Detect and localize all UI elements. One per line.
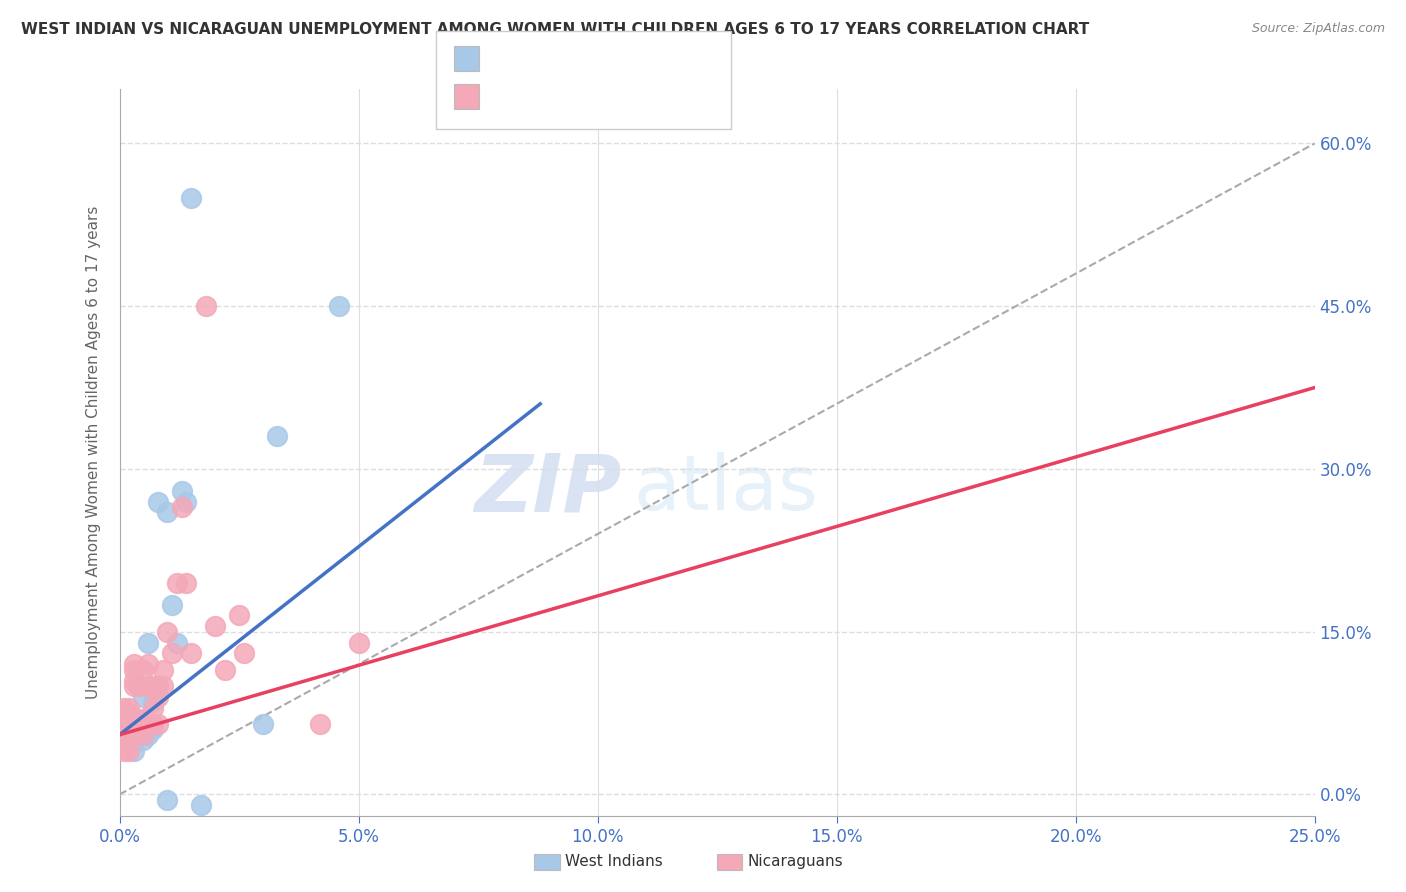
Point [232, 647, 254, 661]
Point [132, 717, 155, 731]
Point [142, 717, 165, 731]
Text: WEST INDIAN VS NICARAGUAN UNEMPLOYMENT AMONG WOMEN WITH CHILDREN AGES 6 TO 17 YE: WEST INDIAN VS NICARAGUAN UNEMPLOYMENT A… [21, 22, 1090, 37]
Point [347, 635, 370, 649]
Point [118, 728, 141, 742]
Point [118, 706, 141, 720]
Point [118, 700, 141, 714]
Point [309, 717, 332, 731]
Point [176, 494, 198, 508]
Point [132, 712, 155, 726]
Point [142, 723, 165, 737]
Point [118, 717, 141, 731]
Point [160, 598, 183, 612]
Point [328, 299, 350, 313]
Point [180, 191, 202, 205]
Point [122, 728, 145, 742]
Point [122, 673, 145, 688]
Point [194, 299, 217, 313]
Point [156, 505, 179, 519]
Point [136, 657, 159, 672]
Point [112, 723, 135, 737]
Point [156, 793, 179, 807]
Point [190, 798, 212, 813]
Point [146, 717, 169, 731]
Text: atlas: atlas [633, 452, 818, 526]
Point [160, 647, 183, 661]
Point [252, 717, 274, 731]
Text: R = 0.496   N = 31: R = 0.496 N = 31 [489, 52, 673, 70]
Point [132, 733, 155, 747]
Point [128, 723, 150, 737]
Point [122, 657, 145, 672]
Point [122, 712, 145, 726]
Point [146, 679, 169, 693]
Point [108, 706, 131, 720]
Text: Nicaraguans: Nicaraguans [748, 855, 844, 869]
Point [166, 575, 188, 590]
Point [108, 717, 131, 731]
Point [170, 483, 193, 498]
Point [132, 690, 155, 704]
Point [142, 695, 165, 709]
Point [112, 717, 135, 731]
Point [142, 700, 165, 714]
Point [112, 712, 135, 726]
Point [170, 500, 193, 514]
Point [132, 663, 155, 677]
Y-axis label: Unemployment Among Women with Children Ages 6 to 17 years: Unemployment Among Women with Children A… [86, 206, 101, 699]
Point [136, 728, 159, 742]
Point [152, 679, 174, 693]
Point [118, 744, 141, 758]
Point [136, 679, 159, 693]
Point [128, 728, 150, 742]
Point [176, 575, 198, 590]
Point [166, 635, 188, 649]
Point [122, 712, 145, 726]
Point [146, 494, 169, 508]
Point [136, 635, 159, 649]
Point [128, 712, 150, 726]
Point [122, 733, 145, 747]
Point [228, 608, 250, 623]
Point [266, 429, 288, 443]
Point [112, 723, 135, 737]
Point [142, 679, 165, 693]
Point [156, 624, 179, 639]
Point [214, 663, 236, 677]
Point [112, 744, 135, 758]
Point [180, 647, 202, 661]
Point [122, 679, 145, 693]
Text: R = 0.375   N = 48: R = 0.375 N = 48 [489, 89, 673, 107]
Point [204, 619, 226, 633]
Point [146, 690, 169, 704]
Point [112, 700, 135, 714]
Point [128, 717, 150, 731]
Point [128, 679, 150, 693]
Point [128, 723, 150, 737]
Text: Source: ZipAtlas.com: Source: ZipAtlas.com [1251, 22, 1385, 36]
Text: West Indians: West Indians [565, 855, 664, 869]
Point [122, 744, 145, 758]
Text: ZIP: ZIP [474, 450, 621, 528]
Point [152, 663, 174, 677]
Point [112, 733, 135, 747]
Point [118, 728, 141, 742]
Point [146, 679, 169, 693]
Point [132, 728, 155, 742]
Point [122, 663, 145, 677]
Point [112, 706, 135, 720]
Point [128, 679, 150, 693]
Point [118, 712, 141, 726]
